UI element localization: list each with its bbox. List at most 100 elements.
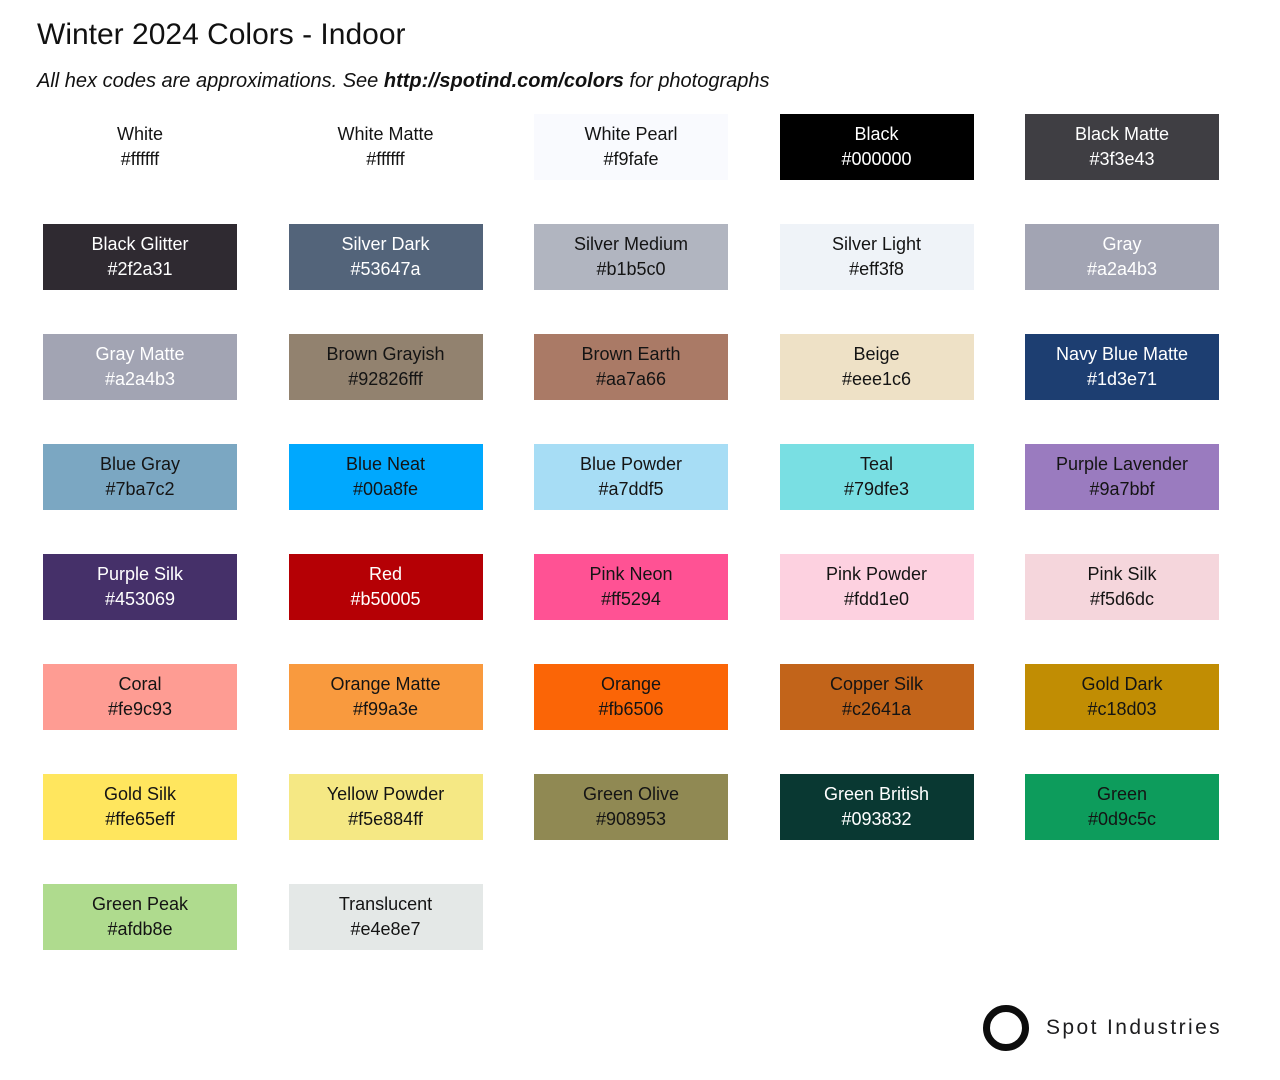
swatch-hex: #ffffff	[120, 149, 160, 169]
swatch-name: Brown Earth	[581, 344, 681, 364]
swatch-hex: #f99a3e	[352, 699, 419, 719]
color-swatch-teal: Teal #79dfe3	[779, 444, 974, 510]
color-swatch-translucent: Translucent #e4e8e7	[288, 884, 483, 950]
subtitle-suffix: for photographs	[623, 70, 770, 92]
swatch-hex: #f5d6dc	[1089, 589, 1155, 609]
swatch-name: Silver Medium	[573, 234, 689, 254]
swatch-hex: #9a7bbf	[1089, 479, 1155, 499]
swatch-hex: #eee1c6	[841, 369, 912, 389]
swatch-name: Silver Light	[831, 234, 922, 254]
swatch-name: Copper Silk	[829, 674, 924, 694]
color-swatch-white-pearl: White Pearl #f9fafe	[534, 114, 728, 180]
color-swatch-blue-neat: Blue Neat #00a8fe	[288, 444, 483, 510]
color-swatch-green-british: Green British #093832	[779, 774, 974, 840]
brand-logo: Spot Industries	[983, 1005, 1222, 1051]
color-swatch-purple-silk: Purple Silk #453069	[43, 554, 237, 620]
swatch-hex: #b1b5c0	[596, 259, 666, 279]
swatch-name: Black Matte	[1074, 124, 1170, 144]
color-swatch-brown-grayish: Brown Grayish #92826fff	[288, 334, 483, 400]
color-swatch-yellow-powder: Yellow Powder #f5e884ff	[288, 774, 483, 840]
swatch-name: White	[116, 124, 163, 144]
swatch-name: Orange Matte	[330, 674, 441, 694]
swatch-hex: #ffffff	[366, 149, 405, 169]
color-swatch-orange: Orange #fb6506	[534, 664, 728, 730]
color-swatch-black-glitter: Black Glitter #2f2a31	[43, 224, 237, 290]
color-swatch-silver-light: Silver Light #eff3f8	[779, 224, 974, 290]
swatch-hex: #1d3e71	[1086, 369, 1158, 389]
swatch-name: Pink Powder	[825, 564, 928, 584]
color-swatch-orange-matte: Orange Matte #f99a3e	[288, 664, 483, 730]
color-swatch-beige: Beige #eee1c6	[779, 334, 974, 400]
color-swatch-pink-powder: Pink Powder #fdd1e0	[779, 554, 974, 620]
swatch-hex: #79dfe3	[843, 479, 910, 499]
swatch-name: Gold Dark	[1081, 674, 1163, 694]
swatch-name: Navy Blue Matte	[1055, 344, 1189, 364]
color-swatch-green-peak: Green Peak #afdb8e	[43, 884, 237, 950]
brand-name: Spot Industries	[1046, 1016, 1223, 1039]
swatch-name: Black	[854, 124, 899, 144]
swatch-hex: #093832	[841, 809, 912, 829]
swatch-hex: #a2a4b3	[104, 369, 176, 389]
swatch-name: Purple Lavender	[1055, 454, 1189, 474]
swatch-hex: #3f3e43	[1089, 149, 1155, 169]
swatch-hex: #92826fff	[348, 369, 423, 389]
swatch-hex: #eff3f8	[849, 259, 904, 279]
color-swatch-white-matte: White Matte #ffffff	[288, 114, 483, 180]
swatch-name: Teal	[859, 454, 894, 474]
swatch-hex: #908953	[595, 809, 667, 829]
subtitle-prefix: All hex codes are approximations. See	[37, 70, 384, 92]
swatch-hex: #453069	[104, 589, 176, 609]
swatch-hex: #e4e8e7	[350, 919, 421, 939]
swatch-name: Blue Neat	[345, 454, 426, 474]
swatch-hex: #fe9c93	[107, 699, 173, 719]
swatch-name: Blue Powder	[579, 454, 683, 474]
swatch-name: Pink Silk	[1087, 564, 1157, 584]
color-swatch-gray: Gray #a2a4b3	[1025, 224, 1219, 290]
swatch-name: Green Olive	[582, 784, 680, 804]
color-swatch-blue-gray: Blue Gray #7ba7c2	[43, 444, 237, 510]
color-swatch-coral: Coral #fe9c93	[43, 664, 237, 730]
swatch-name: Gray Matte	[95, 344, 185, 364]
color-swatch-brown-earth: Brown Earth #aa7a66	[534, 334, 728, 400]
swatch-hex: #f5e884ff	[348, 809, 423, 829]
swatch-hex: #ff5294	[601, 589, 661, 609]
color-swatch-green: Green #0d9c5c	[1025, 774, 1219, 840]
color-swatch-purple-lavender: Purple Lavender #9a7bbf	[1025, 444, 1219, 510]
swatch-hex: #a7ddf5	[598, 479, 664, 499]
color-swatch-gold-silk: Gold Silk #ffe65eff	[43, 774, 237, 840]
swatch-name: White Pearl	[584, 124, 678, 144]
swatch-name: Gray	[1102, 234, 1142, 254]
color-swatch-silver-medium: Silver Medium #b1b5c0	[534, 224, 728, 290]
swatch-hex: #2f2a31	[107, 259, 173, 279]
swatch-hex: #c18d03	[1087, 699, 1157, 719]
swatch-hex: #ffe65eff	[105, 809, 175, 829]
swatch-name: Purple Silk	[96, 564, 184, 584]
swatch-name: Silver Dark	[341, 234, 430, 254]
swatch-hex: #7ba7c2	[105, 479, 175, 499]
swatch-hex: #53647a	[350, 259, 421, 279]
swatch-hex: #afdb8e	[107, 919, 173, 939]
swatch-name: Beige	[853, 344, 900, 364]
page-title: Winter 2024 Colors - Indoor	[37, 18, 406, 51]
swatch-hex: #0d9c5c	[1087, 809, 1157, 829]
color-swatch-copper-silk: Copper Silk #c2641a	[779, 664, 974, 730]
color-swatch-red: Red #b50005	[288, 554, 483, 620]
spot-logo-circle-icon	[983, 1005, 1029, 1051]
color-swatch-green-olive: Green Olive #908953	[534, 774, 728, 840]
swatch-name: Green	[1096, 784, 1148, 804]
swatch-hex: #fdd1e0	[843, 589, 910, 609]
subtitle-url: http://spotind.com/colors	[383, 70, 624, 92]
swatch-name: Brown Grayish	[326, 344, 445, 364]
swatch-name: Yellow Powder	[326, 784, 445, 804]
swatch-hex: #b50005	[350, 589, 421, 609]
swatch-name: Green Peak	[91, 894, 189, 914]
swatch-name: Green British	[823, 784, 930, 804]
swatch-name: Orange	[600, 674, 662, 694]
swatch-hex: #f9fafe	[603, 149, 659, 169]
swatch-name: Pink Neon	[589, 564, 673, 584]
swatch-name: Gold Silk	[103, 784, 177, 804]
swatch-name: Black Glitter	[91, 234, 189, 254]
color-swatch-black: Black #000000	[779, 114, 974, 180]
color-swatch-navy-blue-matte: Navy Blue Matte #1d3e71	[1025, 334, 1219, 400]
